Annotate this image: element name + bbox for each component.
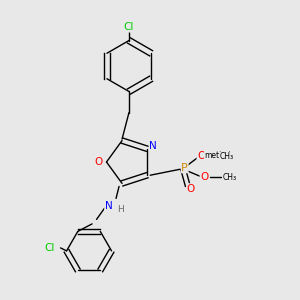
Text: O: O bbox=[95, 157, 103, 167]
Text: P: P bbox=[181, 163, 188, 173]
Text: N: N bbox=[105, 201, 112, 211]
Text: O: O bbox=[197, 151, 205, 161]
Text: N: N bbox=[149, 141, 157, 151]
Text: O: O bbox=[200, 172, 208, 182]
Text: CH₃: CH₃ bbox=[222, 173, 236, 182]
Text: methyl: methyl bbox=[204, 151, 231, 160]
Text: CH₃: CH₃ bbox=[219, 152, 233, 161]
Text: H: H bbox=[117, 205, 123, 214]
Text: Cl: Cl bbox=[45, 243, 55, 253]
Text: Cl: Cl bbox=[124, 22, 134, 32]
Text: O: O bbox=[187, 184, 195, 194]
